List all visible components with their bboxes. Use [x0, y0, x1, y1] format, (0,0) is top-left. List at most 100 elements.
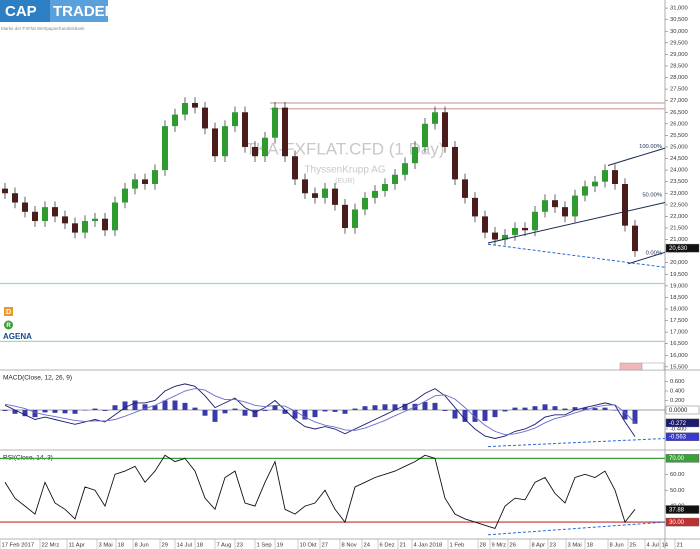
logo-text: TRADER — [53, 3, 116, 20]
y-tick-label: 0.600 — [670, 379, 685, 385]
y-tick-label: 24,500 — [670, 156, 688, 162]
candle-body — [62, 216, 68, 224]
histogram-bar — [112, 405, 118, 410]
y-tick-label: 26,500 — [670, 110, 688, 116]
x-tick-label: 11 Apr — [69, 543, 85, 549]
scroll-box[interactable] — [641, 362, 665, 371]
x-tick-label: 25 — [630, 543, 636, 549]
y-tick-label: 25,500 — [670, 133, 688, 139]
trend-line — [487, 438, 666, 448]
logo-box — [0, 0, 50, 22]
axis-marker — [665, 517, 700, 527]
histogram-bar — [572, 407, 578, 410]
x-tick-label: 17 Feb 2017 — [2, 543, 35, 549]
candle-body — [442, 112, 448, 147]
candle-body — [342, 204, 348, 228]
axis-marker — [665, 418, 700, 428]
histogram-bar — [72, 410, 78, 414]
x-tick-label: 14 Jul — [177, 543, 192, 549]
histogram-bar — [282, 410, 288, 414]
histogram-bar — [372, 405, 378, 410]
histogram-bar — [102, 410, 108, 411]
candle-body — [402, 163, 408, 175]
y-tick-label: 23,000 — [670, 191, 688, 197]
histogram-bar — [512, 407, 518, 410]
y-tick-label: 17,000 — [670, 330, 688, 336]
candle-body — [272, 107, 278, 138]
histogram-bar — [552, 406, 558, 410]
candle-body — [212, 128, 218, 157]
histogram-bar — [532, 406, 538, 410]
x-tick-label: 18 — [197, 543, 203, 549]
button-label[interactable]: D — [6, 309, 11, 316]
button[interactable] — [4, 320, 13, 330]
candle-body — [12, 193, 18, 203]
candle-body — [382, 184, 388, 191]
histogram-bar — [222, 410, 228, 414]
candle-body — [132, 179, 138, 189]
scroll-box[interactable] — [619, 362, 643, 371]
candle-body — [602, 170, 608, 182]
candle-body — [142, 179, 148, 184]
candle-body — [332, 188, 338, 205]
histogram-bar — [452, 410, 458, 419]
candle-body — [612, 170, 618, 184]
series-line — [4, 454, 636, 529]
axis-marker-label: -0.563 — [669, 435, 687, 441]
candle-body — [82, 221, 88, 233]
axis-marker — [665, 454, 700, 463]
y-tick-label: 21,500 — [670, 226, 688, 232]
button-label[interactable]: R — [6, 323, 11, 329]
candle-body — [162, 126, 168, 171]
y-tick-label: 24,000 — [670, 168, 688, 174]
logo-box — [50, 0, 108, 22]
y-tick-label: 22,000 — [670, 214, 688, 220]
x-tick-label: 26 — [510, 543, 516, 549]
candle-body — [412, 146, 418, 164]
candle-body — [222, 126, 228, 157]
x-tick-label: 7 Aug — [217, 543, 232, 549]
fib-label: 50.00% — [642, 192, 662, 198]
candle-body — [582, 186, 588, 196]
y-tick-label: 31,000 — [670, 6, 688, 12]
candle-body — [72, 223, 78, 233]
histogram-bar — [542, 404, 548, 410]
candle-body — [172, 114, 178, 127]
y-tick-label: 23,500 — [670, 179, 688, 185]
agena-logo: AGENA — [3, 332, 32, 341]
histogram-bar — [462, 410, 468, 422]
y-tick-label: 50.00 — [670, 488, 685, 494]
histogram-bar — [42, 410, 48, 413]
histogram-bar — [602, 407, 608, 410]
histogram-bar — [2, 410, 8, 411]
histogram-bar — [182, 402, 188, 410]
x-tick-label: 27 — [322, 543, 328, 549]
y-tick-label: 16,500 — [670, 341, 688, 347]
y-tick-label: 29,000 — [670, 52, 688, 58]
histogram-bar — [342, 410, 348, 414]
histogram-bar — [202, 410, 208, 416]
x-tick-label: 3 Mai — [568, 543, 582, 549]
histogram-bar — [332, 410, 338, 412]
histogram-bar — [142, 404, 148, 410]
y-tick-label: 19,000 — [670, 283, 688, 289]
y-tick-label: 20,000 — [670, 260, 688, 266]
candle-body — [352, 209, 358, 228]
histogram-bar — [252, 410, 258, 418]
histogram-bar — [592, 408, 598, 410]
histogram-bar — [402, 403, 408, 410]
histogram-bar — [22, 410, 28, 417]
y-tick-label: 30,000 — [670, 29, 688, 35]
axis-marker-label: 0.0000 — [669, 408, 688, 414]
histogram-bar — [312, 410, 318, 418]
series-line — [4, 388, 636, 436]
candle-body — [592, 181, 598, 187]
axis-marker — [665, 505, 700, 514]
y-tick-label: 18,500 — [670, 295, 688, 301]
y-tick-label: 28,500 — [670, 63, 688, 69]
candle-body — [512, 227, 518, 235]
histogram-bar — [152, 405, 158, 410]
x-tick-label: 4 Jan 2018 — [414, 543, 443, 549]
x-tick-label: 21 — [677, 543, 683, 549]
button[interactable] — [4, 307, 13, 316]
